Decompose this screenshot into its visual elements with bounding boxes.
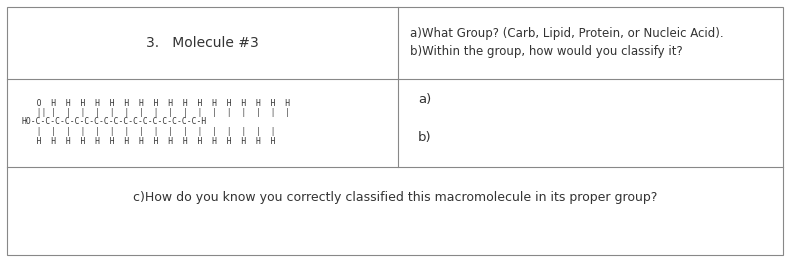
- Text: HO-C-C-C-C-C-C-C-C-C-C-C-C-C-C-C-C-C-H: HO-C-C-C-C-C-C-C-C-C-C-C-C-C-C-C-C-C-H: [22, 117, 207, 127]
- Text: O  H  H  H  H  H  H  H  H  H  H  H  H  H  H  H  H  H: O H H H H H H H H H H H H H H H H H: [22, 99, 290, 107]
- Text: a)What Group? (Carb, Lipid, Protein, or Nucleic Acid).: a)What Group? (Carb, Lipid, Protein, or …: [410, 28, 724, 41]
- Text: c)How do you know you correctly classified this macromolecule in its proper grou: c)How do you know you correctly classifi…: [133, 190, 657, 204]
- Text: H  H  H  H  H  H  H  H  H  H  H  H  H  H  H  H  H: H H H H H H H H H H H H H H H H H: [22, 137, 276, 145]
- Text: b)Within the group, how would you classify it?: b)Within the group, how would you classi…: [410, 46, 683, 58]
- Text: || |  |  |  |  |  |  |  |  |  |  |  |  |  |  |  |  |: || | | | | | | | | | | | | | | | | |: [22, 108, 290, 117]
- Text: |  |  |  |  |  |  |  |  |  |  |  |  |  |  |  |  |: | | | | | | | | | | | | | | | | |: [22, 127, 276, 136]
- Text: a): a): [418, 92, 431, 106]
- Text: b): b): [418, 130, 431, 144]
- Text: 3.   Molecule #3: 3. Molecule #3: [146, 36, 259, 50]
